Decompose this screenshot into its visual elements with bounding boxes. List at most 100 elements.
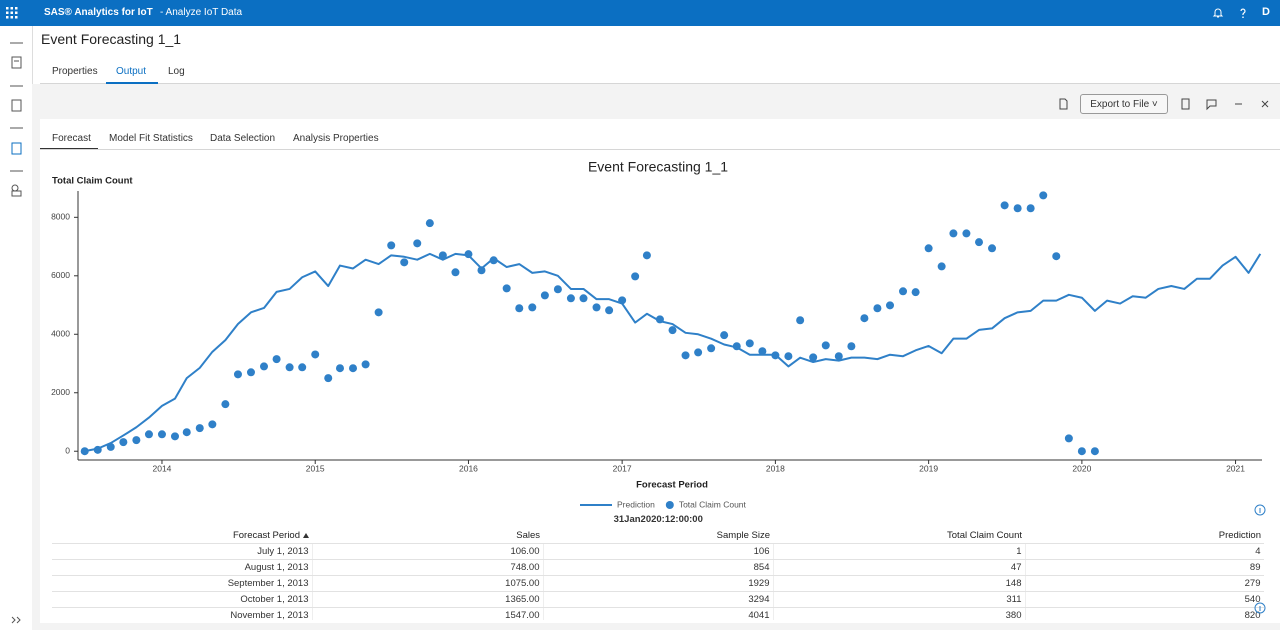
- table-cell: 1: [773, 543, 1026, 560]
- chart: Event Forecasting 1_1 Total Claim Count …: [51, 159, 1266, 516]
- data-point: [720, 331, 729, 340]
- page-title: Event Forecasting 1_1: [41, 31, 182, 47]
- data-point: [937, 262, 946, 271]
- sub-tab[interactable]: Analysis Properties: [293, 133, 379, 144]
- sub-tab[interactable]: Forecast: [52, 133, 91, 144]
- data-point: [335, 364, 344, 373]
- data-point: [272, 355, 281, 364]
- data-point: [132, 436, 141, 445]
- help-icon[interactable]: [1237, 7, 1249, 19]
- table-cell: 106.00: [312, 543, 544, 560]
- data-point: [387, 241, 396, 250]
- data-point: [195, 424, 204, 433]
- x-tick-label: 2017: [613, 463, 632, 473]
- data-point: [975, 238, 984, 247]
- data-point: [911, 288, 920, 297]
- data-point: [144, 430, 153, 439]
- x-tick-label: 2020: [1072, 463, 1091, 473]
- data-point: [182, 428, 191, 437]
- data-point: [1052, 252, 1061, 261]
- column-header: Prediction: [1025, 528, 1264, 544]
- data-point: [259, 362, 268, 371]
- y-tick-label: 2000: [51, 387, 70, 397]
- table-cell: July 1, 2013: [52, 543, 313, 560]
- data-point: [438, 251, 447, 260]
- app-menu-icon[interactable]: [6, 7, 18, 19]
- data-point: [311, 350, 320, 359]
- column-header: Sales: [312, 528, 543, 544]
- export-button[interactable]: Export to File ˅: [1080, 94, 1168, 114]
- data-point: [221, 400, 230, 409]
- table-cell: 748.00: [312, 559, 544, 576]
- y-tick-label: 4000: [51, 329, 70, 339]
- x-tick-label: 2021: [1226, 463, 1245, 473]
- info-icon[interactable]: [1254, 602, 1266, 614]
- data-point: [80, 447, 89, 456]
- table-cell: 1075.00: [312, 575, 544, 592]
- data-point: [553, 285, 562, 294]
- data-point: [361, 360, 370, 369]
- data-point: [784, 352, 793, 361]
- data-point: [106, 442, 115, 451]
- y-tick-label: 0: [65, 445, 70, 455]
- data-point: [528, 303, 537, 312]
- data-point: [642, 251, 651, 260]
- column-header[interactable]: Forecast Period: [52, 528, 312, 544]
- data-point: [477, 266, 486, 275]
- data-point: [1064, 434, 1073, 443]
- table-cell: September 1, 2013: [52, 575, 313, 592]
- table-cell: 1929: [543, 575, 774, 592]
- x-tick-label: 2016: [459, 463, 478, 473]
- table-row: August 1, 2013 748.00 854 47 89: [52, 559, 1264, 576]
- side-nav-icons: [10, 42, 23, 624]
- column-header: Sample Size: [543, 528, 773, 544]
- y-tick-label: 8000: [51, 212, 70, 222]
- active-tab-indicator: [106, 82, 158, 84]
- data-point: [707, 344, 716, 353]
- table-row: July 1, 2013 106.00 106 1 4: [52, 543, 1264, 560]
- table-caption: 31Jan2020:12:00:00: [613, 514, 703, 525]
- data-point: [694, 348, 703, 357]
- data-point: [1090, 447, 1099, 456]
- user-avatar[interactable]: D: [1262, 6, 1270, 18]
- table-cell: 279: [1025, 575, 1264, 592]
- data-point: [605, 306, 614, 315]
- toolbar-icons[interactable]: [1055, 96, 1275, 112]
- header-row: Forecast Period Sales Sample Size Total Cla…: [52, 528, 1264, 544]
- section-name: - Analyze IoT Data: [160, 7, 243, 18]
- data-point: [502, 284, 511, 293]
- data-point: [157, 430, 166, 439]
- data-point: [847, 342, 856, 351]
- data-point: [771, 351, 780, 360]
- notifications-icon[interactable]: [1212, 7, 1224, 19]
- tab[interactable]: Properties: [52, 66, 98, 77]
- x-tick-label: 2018: [766, 463, 785, 473]
- tab[interactable]: Output: [116, 66, 147, 77]
- table-cell: November 1, 2013: [52, 607, 313, 620]
- y-axis-label: Total Claim Count: [52, 176, 133, 187]
- data-point: [655, 315, 664, 324]
- data-point: [119, 438, 128, 447]
- x-tick-label: 2014: [153, 463, 172, 473]
- sub-tab[interactable]: Data Selection: [210, 133, 276, 144]
- table-cell: 3294: [543, 591, 774, 608]
- sub-tab[interactable]: Model Fit Statistics: [109, 133, 193, 144]
- data-point: [834, 352, 843, 361]
- data-point: [886, 301, 895, 310]
- data-point: [809, 353, 818, 362]
- product-name: SAS® Analytics for IoT: [44, 7, 153, 18]
- data-point: [579, 294, 588, 303]
- tab[interactable]: Log: [168, 66, 185, 77]
- data-point: [451, 268, 460, 277]
- y-tick-label: 6000: [51, 270, 70, 280]
- data-point: [949, 229, 958, 238]
- data-point: [796, 316, 805, 325]
- tab-divider: [40, 83, 1280, 84]
- data-point: [566, 294, 575, 303]
- data-point: [246, 368, 255, 377]
- table-row: September 1, 2013 1075.00 1929 148 279: [52, 575, 1264, 592]
- info-icon[interactable]: [1254, 504, 1266, 516]
- prediction-line: [84, 252, 1262, 453]
- column-header-label: Sample Size: [716, 530, 770, 541]
- legend-marker: [665, 501, 674, 509]
